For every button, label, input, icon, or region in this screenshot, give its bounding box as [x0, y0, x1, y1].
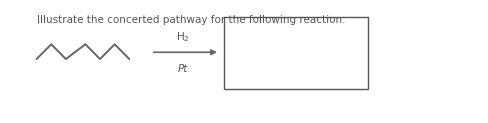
Bar [224, 17, 368, 89]
Text: Pt: Pt [178, 64, 188, 74]
Text: Illustrate the concerted pathway for the following reaction.: Illustrate the concerted pathway for the… [37, 15, 345, 25]
Text: H$_2$: H$_2$ [176, 30, 190, 44]
